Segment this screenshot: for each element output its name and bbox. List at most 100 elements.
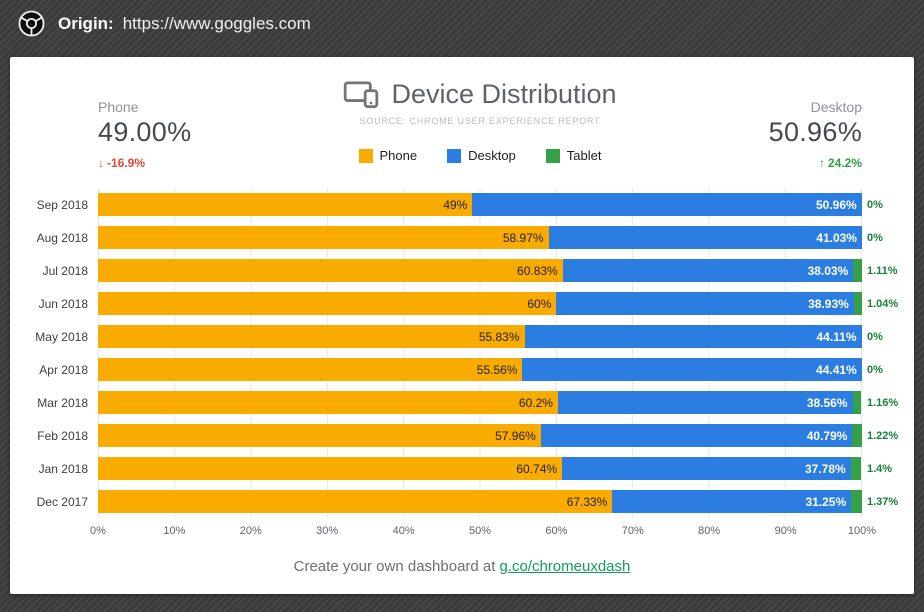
tablet-swatch: [545, 148, 560, 163]
bar-track: 60.2% 38.56%: [98, 391, 862, 414]
origin-url: https://www.goggles.com: [122, 13, 311, 33]
bar-segment-desktop[interactable]: 37.78%: [562, 457, 851, 480]
bar-row: Jun 2018 60% 38.93% 1.04%: [10, 287, 914, 320]
bar-segment-tablet[interactable]: [851, 490, 862, 513]
bar-segment-phone[interactable]: 60.83%: [98, 259, 563, 282]
x-axis-tick: 40%: [392, 525, 415, 537]
devices-icon: [343, 81, 379, 108]
desktop-percentage-label: 38.03%: [807, 263, 849, 278]
bar-segment-phone[interactable]: 60.74%: [98, 457, 563, 480]
x-axis-tick: 100%: [847, 525, 877, 537]
row-label: Feb 2018: [37, 428, 88, 443]
bar-segment-desktop[interactable]: 40.79%: [540, 424, 853, 447]
bar-segment-desktop[interactable]: 44.41%: [522, 358, 862, 381]
phone-percentage-label: 55.56%: [476, 362, 518, 377]
bar-segment-desktop[interactable]: 41.03%: [548, 226, 862, 249]
bar-segment-tablet[interactable]: [852, 391, 862, 414]
x-axis-row: 0% 10% 20% 30% 40% 50% 60% 70% 80% 90% 100%: [10, 518, 914, 544]
origin-bar: Origin: https://www.goggles.com: [0, 0, 924, 47]
chromeuxdash-link[interactable]: g.co/chromeuxdash: [499, 558, 631, 575]
bar-segment-desktop[interactable]: 38.03%: [562, 259, 854, 282]
bar-track: 67.33% 31.25%: [98, 490, 862, 513]
desktop-percentage-label: 50.96%: [815, 197, 857, 212]
bar-segment-tablet[interactable]: [850, 457, 862, 480]
phone-delta-value: -16.9%: [107, 156, 146, 170]
chrome-logo-icon: [18, 10, 45, 37]
phone-percentage-label: 55.83%: [478, 329, 520, 344]
bar-segment-phone[interactable]: 55.83%: [98, 325, 525, 348]
desktop-percentage-label: 37.78%: [804, 461, 846, 476]
down-arrow-icon: ↓: [98, 156, 104, 170]
footer-text: Create your own dashboard at: [293, 558, 496, 575]
bar-segment-phone[interactable]: 60%: [98, 292, 557, 315]
desktop-stat: Desktop 50.96% ↑ 24.2%: [672, 71, 862, 172]
phone-percentage-label: 49%: [443, 197, 468, 212]
tablet-percentage-label: 1.22%: [867, 429, 899, 442]
bar-track: 55.56% 44.41%: [98, 358, 862, 381]
bar-row: Jul 2018 60.83% 38.03% 1.11%: [10, 254, 914, 287]
phone-stat-label: Phone: [98, 99, 139, 115]
bar-track: 58.97% 41.03%: [98, 226, 862, 249]
bar-segment-phone[interactable]: 49%: [98, 193, 473, 216]
x-axis-tick: 60%: [545, 525, 568, 537]
bar-track: 55.83% 44.11%: [98, 325, 862, 348]
bar-segment-tablet[interactable]: [853, 259, 862, 282]
bar-segment-tablet[interactable]: [853, 292, 862, 315]
row-label: Apr 2018: [39, 362, 88, 377]
dashboard-card: Phone 49.00% ↓ -16.9% Device Distributio…: [10, 57, 914, 594]
tablet-percentage-label: 1.11%: [867, 264, 898, 277]
bar-segment-tablet[interactable]: [852, 424, 862, 447]
bar-segment-desktop[interactable]: 38.93%: [556, 292, 854, 315]
desktop-stat-label: Desktop: [810, 99, 862, 115]
row-label: May 2018: [35, 329, 88, 344]
row-label: Sep 2018: [36, 197, 88, 212]
legend-item-desktop[interactable]: Desktop: [447, 148, 516, 163]
desktop-percentage-label: 38.93%: [808, 296, 849, 311]
legend-item-phone[interactable]: Phone: [358, 148, 417, 163]
row-label: Mar 2018: [37, 395, 88, 410]
legend-label-desktop: Desktop: [468, 148, 516, 163]
legend-label-tablet: Tablet: [566, 148, 602, 163]
bar-row: Sep 2018 49% 50.96% 0%: [10, 188, 914, 221]
desktop-percentage-label: 40.79%: [806, 428, 848, 443]
phone-percentage-label: 58.97%: [502, 230, 544, 245]
tablet-percentage-label: 0%: [867, 363, 883, 376]
chart-header: Phone 49.00% ↓ -16.9% Device Distributio…: [10, 71, 914, 172]
bar-row: Dec 2017 67.33% 31.25% 1.37%: [10, 485, 914, 518]
tablet-percentage-label: 1.04%: [867, 297, 899, 310]
row-label: Jan 2018: [38, 461, 88, 476]
bar-segment-phone[interactable]: 60.2%: [98, 391, 558, 414]
bar-row: Aug 2018 58.97% 41.03% 0%: [10, 221, 914, 254]
bar-segment-phone[interactable]: 58.97%: [98, 226, 549, 249]
x-axis-tick: 50%: [468, 525, 492, 537]
legend-item-tablet[interactable]: Tablet: [545, 148, 602, 163]
bar-segment-phone[interactable]: 55.56%: [98, 358, 523, 381]
phone-stat-value: 49.00%: [98, 117, 192, 147]
tablet-percentage-label: 1.4%: [867, 462, 893, 475]
bar-track: 60.83% 38.03%: [98, 259, 862, 282]
bar-segment-phone[interactable]: 67.33%: [98, 490, 613, 513]
tablet-percentage-label: 0%: [867, 198, 883, 211]
desktop-percentage-label: 44.11%: [816, 329, 857, 344]
x-axis-tick: 90%: [774, 525, 797, 537]
phone-stat-delta: ↓ -16.9%: [98, 156, 145, 170]
desktop-percentage-label: 38.56%: [806, 395, 848, 410]
x-axis-tick: 0%: [90, 525, 106, 537]
bar-segment-desktop[interactable]: 44.11%: [524, 325, 862, 348]
bar-track: 57.96% 40.79%: [98, 424, 862, 447]
x-axis-tick: 10%: [163, 525, 186, 537]
desktop-stat-value: 50.96%: [768, 117, 862, 147]
bar-segment-phone[interactable]: 57.96%: [98, 424, 541, 447]
bar-row: May 2018 55.83% 44.11% 0%: [10, 320, 914, 353]
desktop-delta-value: 24.2%: [827, 156, 862, 170]
desktop-percentage-label: 31.25%: [805, 494, 847, 509]
phone-percentage-label: 60.2%: [518, 395, 553, 410]
x-axis: 0% 10% 20% 30% 40% 50% 60% 70% 80% 90% 100%: [90, 518, 876, 544]
bar-segment-desktop[interactable]: 50.96%: [472, 193, 862, 216]
phone-swatch: [358, 148, 373, 163]
phone-percentage-label: 57.96%: [495, 428, 536, 443]
bar-track: 49% 50.96%: [98, 193, 862, 216]
bar-segment-desktop[interactable]: 38.56%: [557, 391, 853, 414]
x-axis-tick: 20%: [239, 525, 262, 537]
bar-segment-desktop[interactable]: 31.25%: [612, 490, 852, 513]
